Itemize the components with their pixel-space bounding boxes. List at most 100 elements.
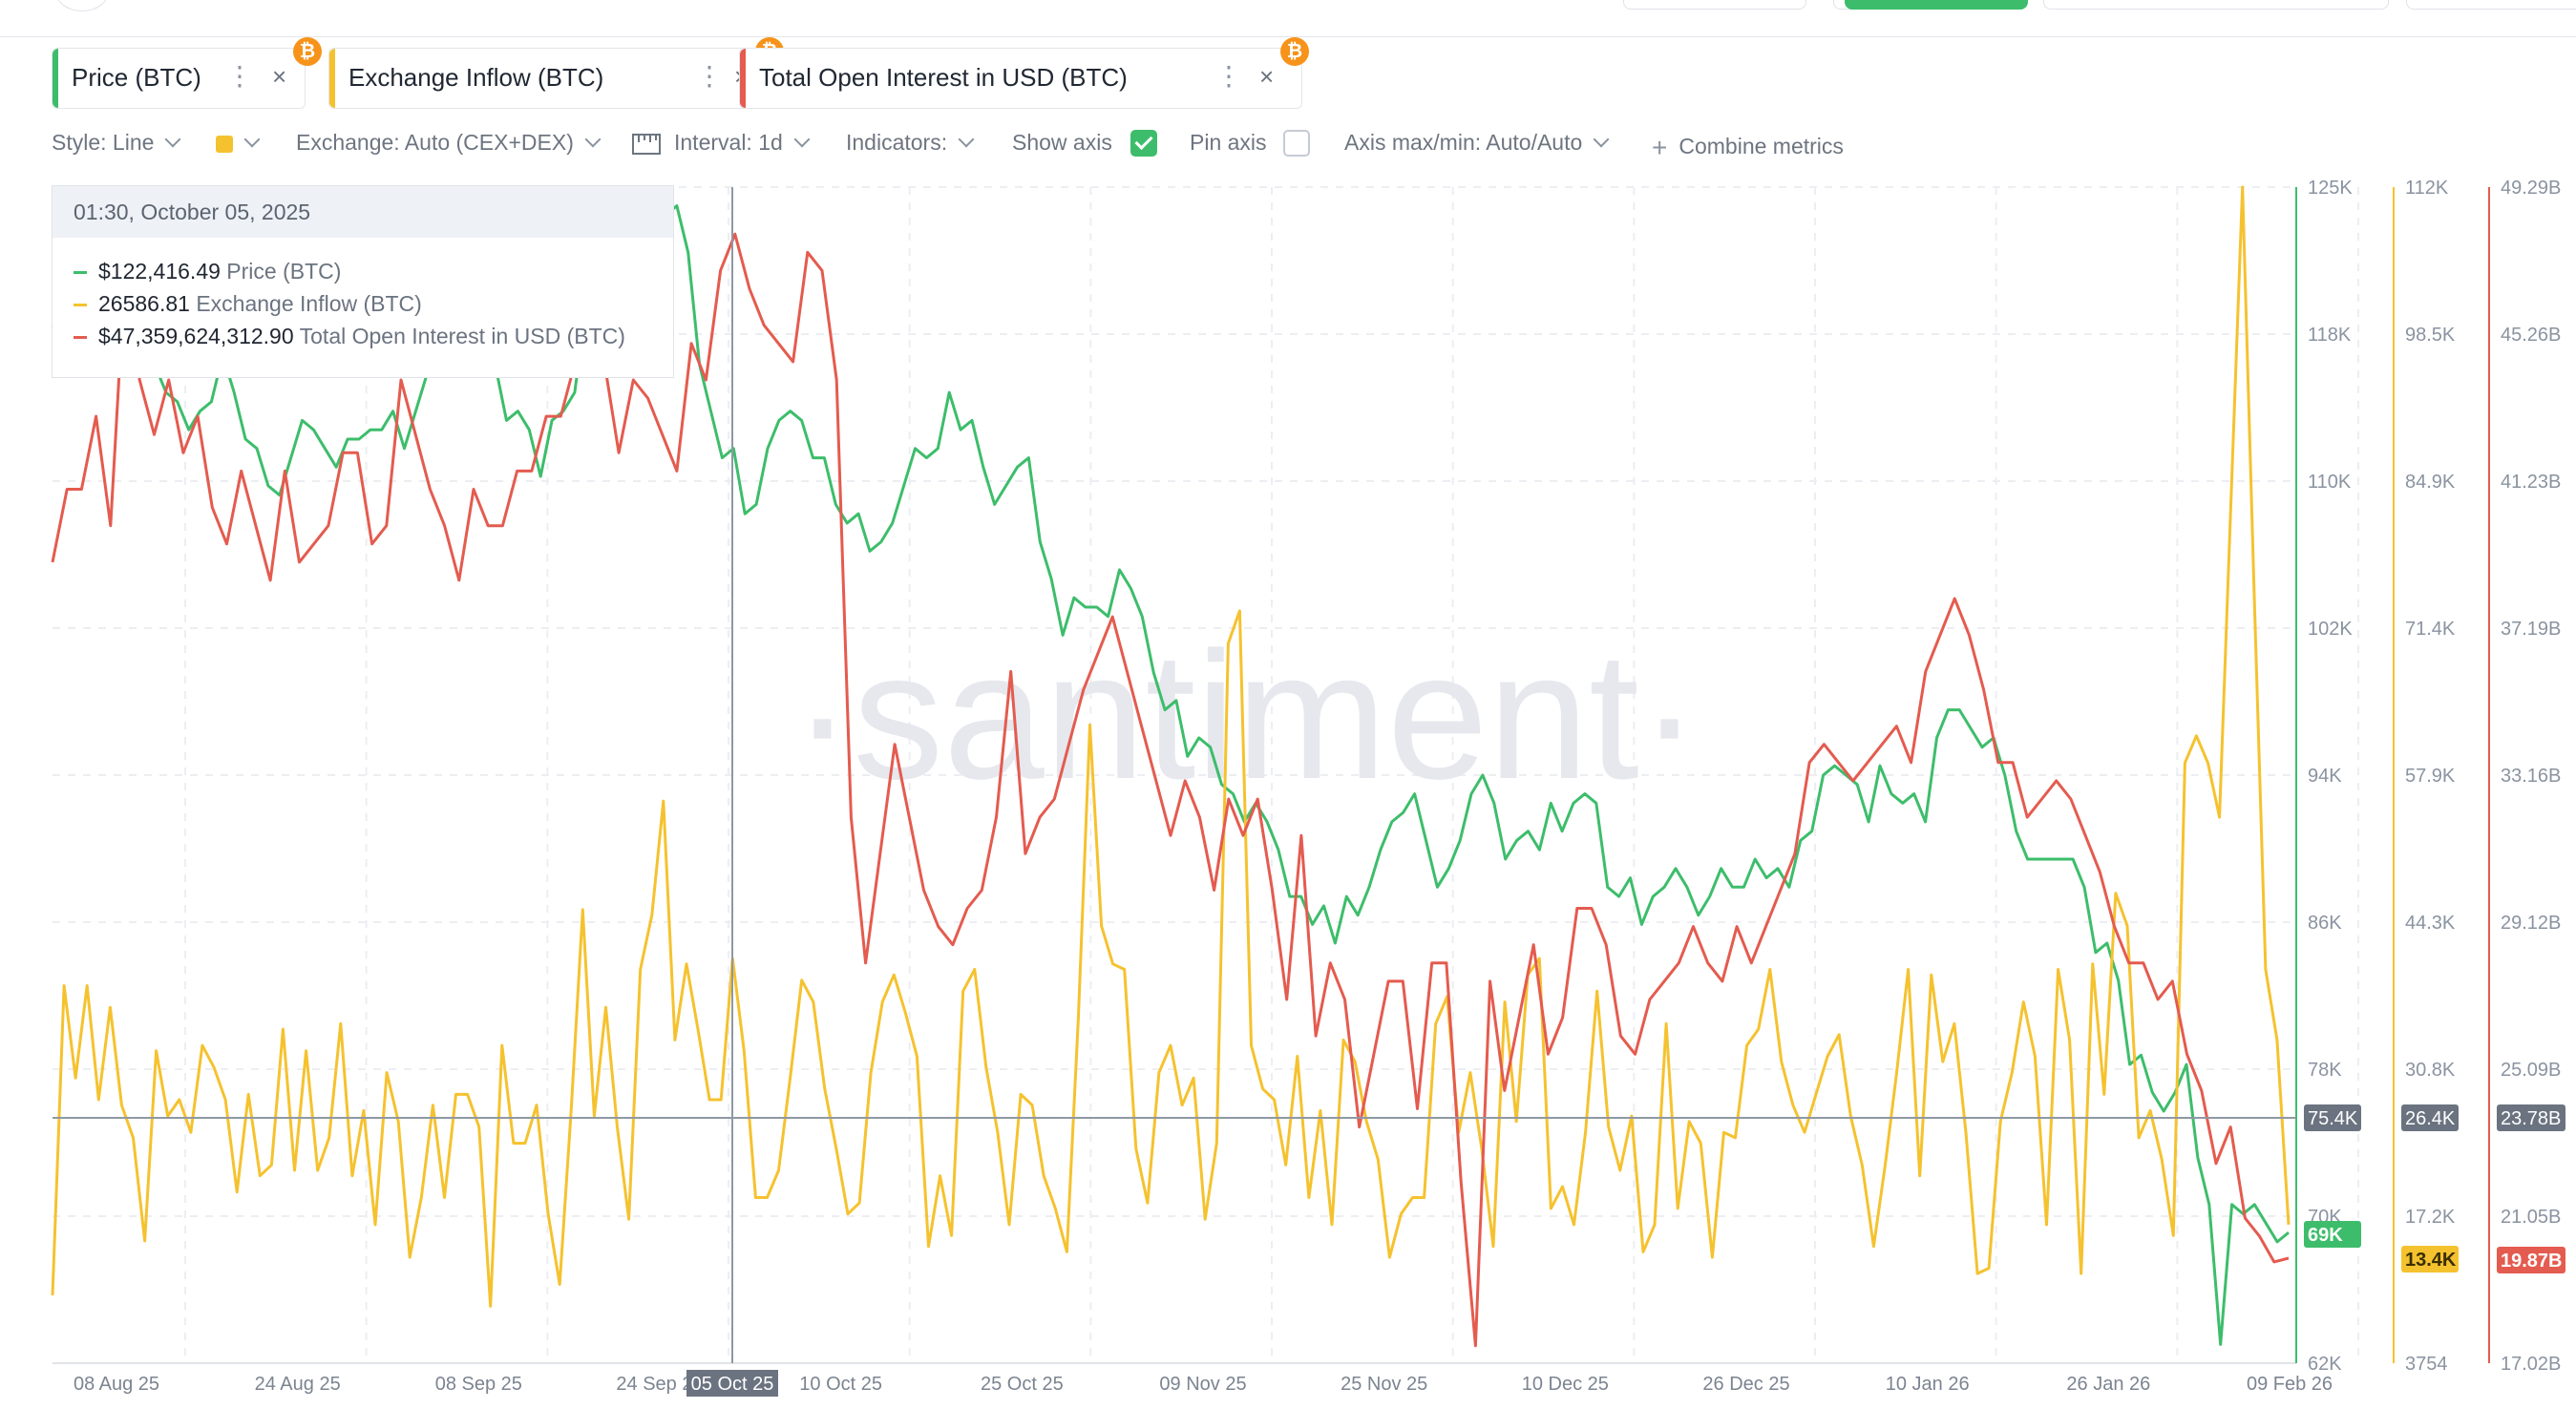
pin-axis-checkbox[interactable] <box>1283 130 1310 157</box>
crosshair-value-label: 26.4K <box>2405 1108 2456 1129</box>
chip-color-stripe <box>740 49 746 108</box>
y-axis-tick-label: 37.19B <box>2501 619 2561 640</box>
last-value-pill <box>2401 1246 2459 1272</box>
hover-date-label: 05 Oct 25 <box>691 1374 774 1395</box>
chip-menu-icon[interactable]: ⋮ <box>1215 61 1242 91</box>
metric-chip-price[interactable]: Price (BTC) ⋮ × ₿ <box>52 37 322 109</box>
ruler-icon <box>632 133 661 155</box>
indicators-dropdown[interactable]: Indicators: <box>846 130 975 156</box>
chip-close-icon[interactable]: × <box>1259 62 1275 91</box>
x-axis-tick-label: 24 Sep 25 <box>616 1374 703 1395</box>
tooltip-value: 26586.81 <box>98 291 190 316</box>
axis-minmax-label: Axis max/min: Auto/Auto <box>1344 130 1583 155</box>
chip-menu-icon[interactable]: ⋮ <box>696 61 723 91</box>
x-axis-tick-label: 10 Oct 25 <box>799 1374 882 1395</box>
show-axis-checkbox[interactable] <box>1130 130 1157 157</box>
chip-label: Exchange Inflow (BTC) <box>348 63 604 92</box>
style-dropdown[interactable]: Style: Line <box>52 130 181 156</box>
y-axis-tick-label: 71.4K <box>2405 619 2456 640</box>
style-label: Style: Line <box>52 130 155 155</box>
bitcoin-badge-icon: ₿ <box>1280 37 1309 66</box>
bitcoin-badge-icon: ₿ <box>293 37 322 66</box>
y-axis-tick-label: 112K <box>2405 178 2449 199</box>
tooltip-value: $122,416.49 <box>98 259 221 284</box>
x-axis-tick-label: 25 Nov 25 <box>1341 1374 1427 1395</box>
combine-label: Combine metrics <box>1679 134 1844 158</box>
chart-lines <box>51 185 2291 1348</box>
chip-close-icon[interactable]: × <box>272 62 287 91</box>
pin-axis-label: Pin axis <box>1190 130 1267 155</box>
y-axis-tick-label: 17.2K <box>2405 1207 2456 1228</box>
y-axis-tick-label: 45.26B <box>2501 325 2561 346</box>
y-axis-tick-label: 98.5K <box>2405 325 2456 346</box>
show-axis-label: Show axis <box>1012 130 1112 155</box>
crosshair-value-pill <box>2304 1104 2361 1131</box>
interval-dropdown[interactable]: Interval: 1d <box>632 130 811 156</box>
chip-color-stripe <box>53 49 58 108</box>
axis-minmax-dropdown[interactable]: Axis max/min: Auto/Auto <box>1344 130 1610 156</box>
crosshair-value-label: 23.78B <box>2501 1108 2561 1129</box>
chart-grid <box>53 186 2359 1364</box>
tooltip-series-name: Price (BTC) <box>226 259 342 284</box>
hover-tooltip: 01:30, October 05, 2025 $122,416.49 Pric… <box>52 185 674 378</box>
last-value-pill <box>2304 1221 2361 1248</box>
last-value-label: 19.87B <box>2501 1251 2563 1272</box>
tooltip-series-name: Exchange Inflow (BTC) <box>196 291 422 316</box>
y-axis-tick-label: 102K <box>2308 619 2353 640</box>
exchange-dropdown[interactable]: Exchange: Auto (CEX+DEX) <box>296 130 602 156</box>
tooltip-date: 01:30, October 05, 2025 <box>53 186 673 238</box>
y-axis-tick-label: 33.16B <box>2501 766 2561 787</box>
hover-date-pill <box>686 1370 778 1397</box>
y-axis-tick-label: 44.3K <box>2405 913 2456 934</box>
metric-chip-open-interest[interactable]: Total Open Interest in USD (BTC) ⋮ × ₿ <box>739 37 1309 109</box>
series-line <box>51 185 2291 1308</box>
series-line <box>51 195 2290 1346</box>
santiment-watermark: ·santiment· <box>792 615 1700 817</box>
y-axis-tick-label: 41.23B <box>2501 472 2561 493</box>
x-axis-tick-label: 08 Sep 25 <box>435 1374 522 1395</box>
y-axis-tick-label: 62K <box>2308 1354 2342 1375</box>
legend-dash-icon <box>74 336 87 340</box>
y-axis-tick-label: 125K <box>2308 178 2353 199</box>
tooltip-row-inflow: 26586.81 Exchange Inflow (BTC) <box>74 291 422 317</box>
y-axis-tick-label: 84.9K <box>2405 472 2456 493</box>
y-axis-tick-label: 110K <box>2308 472 2352 493</box>
interval-label: Interval: 1d <box>674 130 783 155</box>
color-dropdown[interactable] <box>216 130 261 156</box>
x-axis-tick-label: 25 Oct 25 <box>981 1374 1064 1395</box>
y-axis-tick-label: 25.09B <box>2501 1060 2561 1081</box>
chip-color-stripe <box>329 49 335 108</box>
top-bar <box>0 0 2576 37</box>
x-axis-tick-label: 24 Aug 25 <box>255 1374 341 1395</box>
plus-icon: + <box>1652 133 1668 162</box>
y-axis-tick-label: 86K <box>2308 913 2342 934</box>
y-axis-tick-label: 21.05B <box>2501 1207 2561 1228</box>
last-value-label: 69K <box>2308 1225 2343 1246</box>
legend-dash-icon <box>74 304 87 307</box>
top-control-5[interactable] <box>2406 0 2576 10</box>
x-axis-tick-label: 26 Dec 25 <box>1702 1374 1789 1395</box>
crosshair-value-label: 75.4K <box>2308 1108 2358 1129</box>
y-axis-tick-label: 17.02B <box>2501 1354 2561 1375</box>
y-axis-tick-label: 94K <box>2308 766 2342 787</box>
tooltip-row-open-interest: $47,359,624,312.90 Total Open Interest i… <box>74 324 625 349</box>
y-axis-tick-label: 118K <box>2308 325 2352 346</box>
x-axis-tick-label: 09 Feb 26 <box>2247 1374 2333 1395</box>
series-line <box>51 232 2290 1348</box>
y-axis-tick-label: 3754 <box>2405 1354 2448 1375</box>
last-value-label: 13.4K <box>2405 1250 2457 1271</box>
tooltip-value: $47,359,624,312.90 <box>98 324 294 348</box>
x-axis-tick-label: 10 Jan 26 <box>1886 1374 1970 1395</box>
crosshair-value-pill <box>2497 1104 2565 1131</box>
y-axis-tick-label: 49.29B <box>2501 178 2561 199</box>
chip-menu-icon[interactable]: ⋮ <box>226 61 253 91</box>
chart-axes: 08 Aug 25 24 Aug 25 08 Sep 25 24 Sep 25 10 O… <box>53 178 2561 1395</box>
y-axis-tick-label: 30.8K <box>2405 1060 2456 1081</box>
combine-metrics-button[interactable]: + Combine metrics <box>1652 130 1844 162</box>
legend-dash-icon <box>74 271 87 275</box>
tooltip-series-name: Total Open Interest in USD (BTC) <box>299 324 625 348</box>
chart-overlay: 05 Oct 25 75.4K 26.4K 23.78B 69K 13.4K 19.87B <box>53 187 2565 1397</box>
y-axis-tick-label: 57.9K <box>2405 766 2456 787</box>
crosshair-value-pill <box>2401 1104 2459 1131</box>
